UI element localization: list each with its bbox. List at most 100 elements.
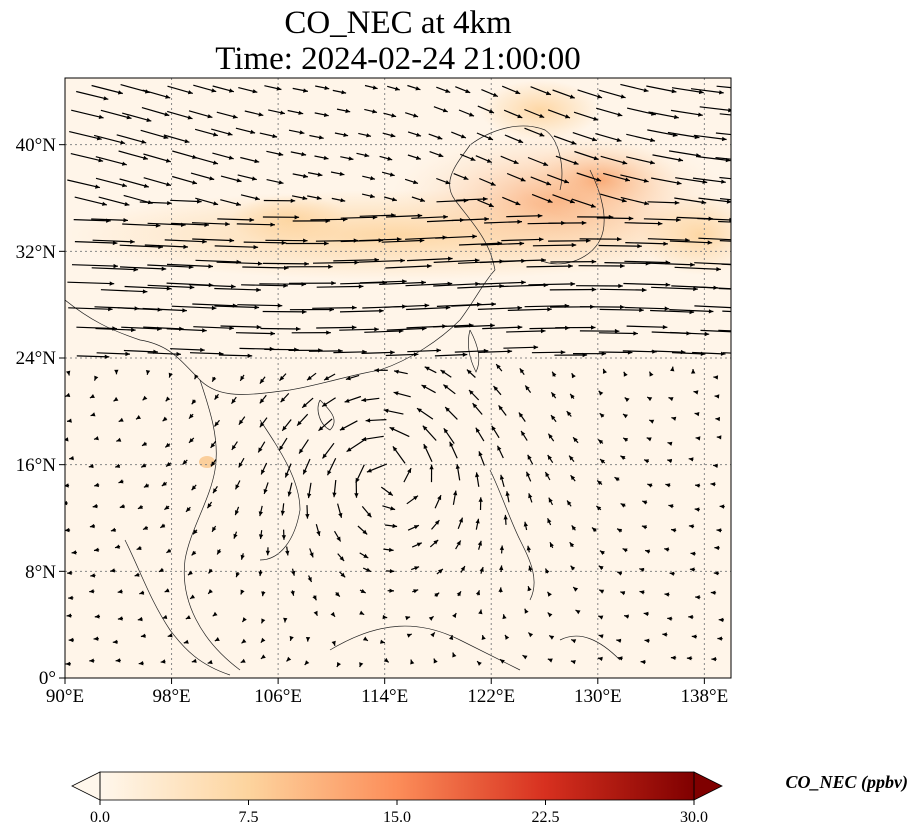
wind-arrow-head <box>112 639 118 644</box>
wind-arrow <box>142 89 171 99</box>
wind-arrow-head <box>166 286 172 291</box>
wind-arrow-head <box>478 497 483 502</box>
wind-arrow-head <box>503 514 508 520</box>
wind-arrow-head <box>539 113 545 118</box>
wind-arrow-head <box>112 240 118 246</box>
wind-arrow-head <box>351 325 357 330</box>
wind-arrow-head <box>254 158 260 164</box>
wind-arrow-head <box>521 280 526 285</box>
wind-arrow-head <box>571 639 577 644</box>
y-axis: 40°N 32°N 24°N 16°N 8°N 0° <box>16 135 65 689</box>
wind-arrow <box>119 178 149 188</box>
wind-arrow-head <box>158 567 164 572</box>
wind-arrow-head <box>303 173 308 179</box>
wind-arrow <box>119 244 163 248</box>
wind-arrow <box>69 131 102 140</box>
wind-arrow-head <box>410 659 415 665</box>
wind-arrow-head <box>475 281 480 287</box>
wind-arrow <box>501 238 544 242</box>
wind-arrow <box>506 215 543 218</box>
wind-arrow-head <box>281 240 287 245</box>
wind-arrow-head <box>438 568 443 574</box>
wind-arrow-head <box>462 352 468 357</box>
wind-arrow-head <box>297 420 302 426</box>
wind-arrow-head <box>442 108 448 113</box>
wind-arrow-head <box>116 437 122 442</box>
wind-arrow-head <box>331 281 336 286</box>
wind-arrow <box>68 307 113 310</box>
wind-arrow-head <box>445 407 450 412</box>
wind-arrow <box>716 85 731 89</box>
wind-arrow-head <box>166 548 172 553</box>
wind-arrow-head <box>428 616 434 621</box>
wind-arrow-head <box>260 637 266 643</box>
wind-arrow-head <box>359 610 365 615</box>
wind-arrow <box>624 222 663 225</box>
wind-arrow-head <box>402 279 407 284</box>
wind-arrow <box>74 241 118 244</box>
wind-arrow <box>192 238 235 242</box>
wind-arrow-head <box>617 237 622 242</box>
wind-arrow-head <box>324 85 330 90</box>
wind-arrow-head <box>598 615 604 620</box>
wind-arrow-head <box>541 258 546 263</box>
wind-arrow-head <box>366 133 371 138</box>
colorbar-tick-label: 30.0 <box>680 809 708 826</box>
wind-arrow-head <box>387 491 393 496</box>
wind-arrow-head <box>94 436 99 441</box>
wind-arrow <box>170 199 202 203</box>
wind-arrow-head <box>389 569 395 574</box>
wind-arrow-head <box>424 303 430 308</box>
wind-arrow <box>482 326 523 330</box>
wind-arrow-head <box>176 351 181 357</box>
wind-arrow-head <box>744 158 749 162</box>
wind-arrow-head <box>746 87 751 91</box>
wind-arrow-head <box>437 135 443 140</box>
wind-arrow <box>478 350 513 353</box>
wind-arrow-head <box>143 525 148 530</box>
wind-arrow-head <box>520 177 526 182</box>
wind-arrow-head <box>674 114 679 120</box>
wind-arrow <box>116 134 147 144</box>
wind-arrow-head <box>110 568 116 573</box>
wind-arrow-head <box>717 636 722 641</box>
wind-arrow-head <box>657 221 663 226</box>
wind-arrow-head <box>591 325 596 330</box>
wind-arrow-head <box>445 88 451 93</box>
wind-arrow <box>626 325 668 328</box>
wind-arrow-head <box>575 610 581 615</box>
wind-arrow-head <box>665 483 671 488</box>
wind-arrow-head <box>698 112 703 117</box>
wind-arrow-head <box>138 661 144 666</box>
wind-arrow <box>434 353 468 357</box>
wind-arrow-head <box>691 369 696 374</box>
wind-arrow-head <box>136 415 141 420</box>
wind-arrow <box>359 280 407 284</box>
wind-arrow-head <box>113 396 119 402</box>
wind-arrow <box>694 262 731 265</box>
wind-arrow <box>648 262 695 266</box>
wind-arrow <box>721 263 731 266</box>
wind-arrow-head <box>481 635 486 640</box>
wind-arrow-head <box>414 566 420 571</box>
wind-arrow-head <box>322 402 328 407</box>
wind-arrow-head <box>643 88 649 93</box>
wind-arrow <box>92 239 135 243</box>
wind-arrow <box>595 133 622 142</box>
wind-arrow <box>385 214 423 218</box>
wind-arrow <box>506 330 546 333</box>
wind-arrow-head <box>250 129 256 134</box>
wind-arrow-head <box>182 459 188 465</box>
wind-arrow <box>236 223 276 226</box>
wind-arrow-head <box>500 659 505 664</box>
wind-arrow-head <box>713 375 719 380</box>
wind-arrow <box>195 259 242 263</box>
wind-arrow <box>406 257 453 262</box>
wind-arrow <box>700 329 731 333</box>
wind-arrow-head <box>472 234 477 239</box>
wind-arrow-head <box>231 398 236 404</box>
wind-arrow-head <box>662 325 668 330</box>
wind-arrow-head <box>707 240 713 245</box>
wind-arrow-head <box>258 534 264 539</box>
wind-arrow-head <box>436 348 441 353</box>
